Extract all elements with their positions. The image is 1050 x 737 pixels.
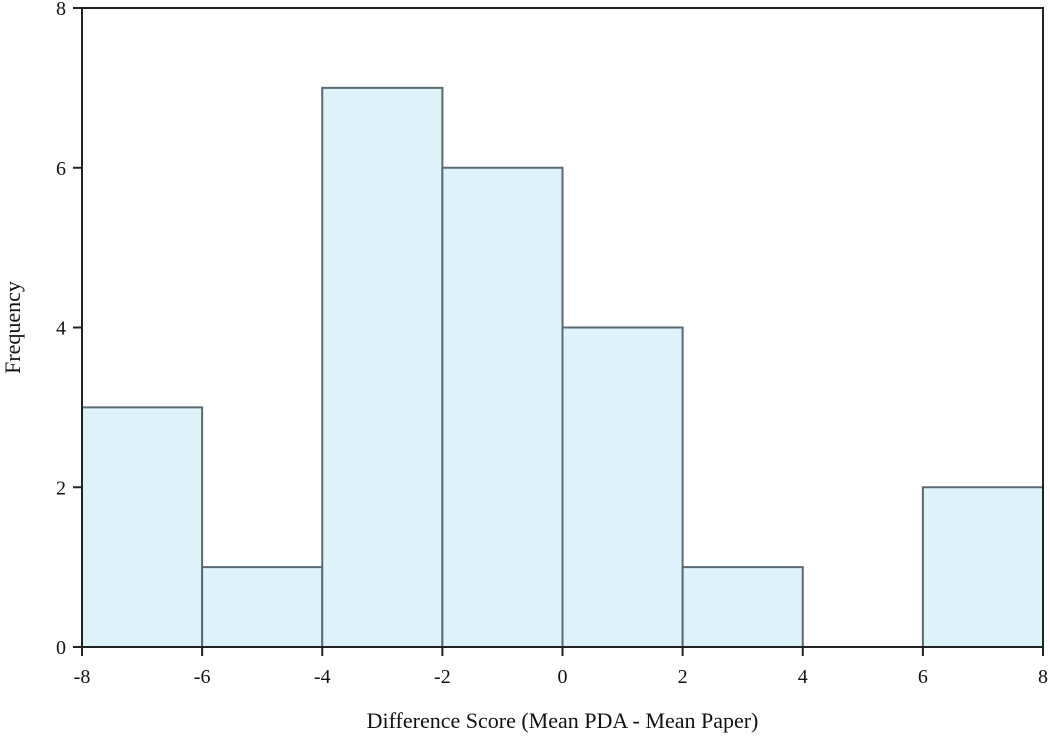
y-tick-label: 4 xyxy=(56,318,66,340)
x-tick-label: -4 xyxy=(314,666,331,688)
x-tick-label: -2 xyxy=(434,666,451,688)
x-tick-label: 2 xyxy=(678,666,688,688)
histogram-bar-3 xyxy=(441,166,564,648)
x-tick-label: -8 xyxy=(74,666,91,688)
histogram-bar-5 xyxy=(681,566,804,648)
y-tick-label: 0 xyxy=(56,637,66,659)
y-tick-label: 6 xyxy=(56,158,66,180)
histogram-bar-2 xyxy=(321,86,444,648)
y-tick-label: 8 xyxy=(56,0,66,20)
x-tick-label: 4 xyxy=(798,666,808,688)
x-tick-label: 6 xyxy=(918,666,928,688)
x-tick-label: 8 xyxy=(1038,666,1048,688)
y-tick-label: 2 xyxy=(56,477,66,499)
x-tick-label: 0 xyxy=(558,666,568,688)
histogram-bar-7 xyxy=(921,486,1044,648)
bars-layer xyxy=(81,86,1044,648)
x-axis-title: Difference Score (Mean PDA - Mean Paper) xyxy=(367,708,759,733)
x-axis: -8 -6 -4 -2 0 2 4 6 8 xyxy=(74,647,1048,688)
x-tick-label: -6 xyxy=(194,666,211,688)
histogram-bar-4 xyxy=(561,326,684,648)
y-axis: 0 2 4 6 8 xyxy=(56,0,82,659)
y-axis-title: Frequency xyxy=(0,281,25,374)
histogram-bar-1 xyxy=(201,566,324,648)
histogram-bar-0 xyxy=(81,406,204,648)
